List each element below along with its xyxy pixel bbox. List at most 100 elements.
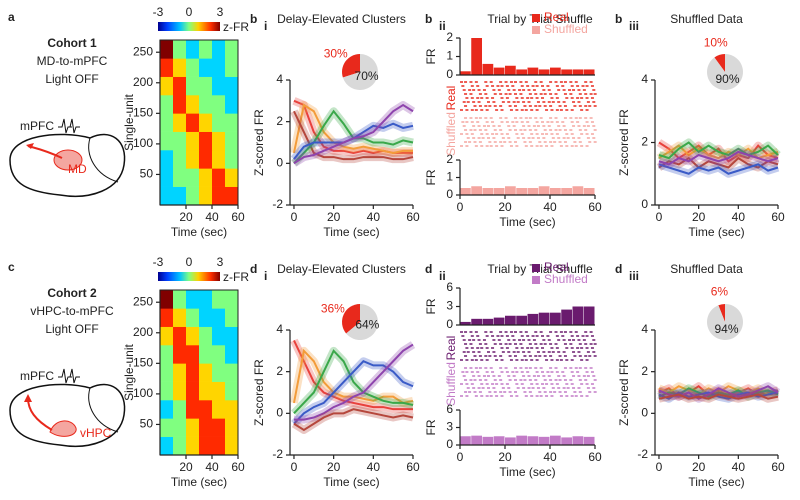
heat-cell: [212, 381, 226, 401]
electrode: [58, 118, 80, 134]
raster-label: Real: [444, 86, 458, 111]
y-axis-label: Z-scored FR: [617, 359, 631, 426]
chart-title: Delay-Elevated Clusters: [277, 12, 406, 26]
x-tick-label: 60: [588, 450, 602, 464]
pie-slice: [342, 54, 360, 78]
line: [658, 156, 779, 169]
heat-cell: [199, 131, 213, 151]
electrode: [58, 368, 80, 384]
y-tick-label: 250: [133, 294, 153, 308]
heat-cell: [186, 436, 200, 456]
x-tick-label: 20: [692, 210, 706, 224]
panel-letter: b: [615, 12, 622, 26]
hist-bar: [527, 313, 539, 325]
hist-bar: [516, 435, 527, 445]
x-tick-label: 60: [771, 460, 785, 474]
heat-cell: [173, 400, 187, 419]
x-tick-label: 0: [291, 210, 298, 224]
panel-letter: d: [425, 262, 432, 276]
heat-cell: [212, 40, 226, 59]
y-axis-label: FR: [424, 48, 438, 64]
line: [293, 339, 413, 411]
line: [293, 110, 414, 161]
heat-cell: [186, 418, 200, 437]
x-tick-label: 60: [771, 210, 785, 224]
heat-cell: [160, 290, 174, 309]
hist-bar: [527, 436, 539, 445]
hist-bar: [538, 69, 550, 75]
heat-cell: [212, 76, 226, 96]
chart-title: Shuffled Data: [670, 12, 743, 26]
line: [658, 391, 779, 400]
hist-bar: [482, 436, 494, 445]
heat-cell: [160, 400, 174, 419]
y-tick-label: 6: [446, 402, 453, 416]
x-tick-label: 40: [732, 210, 746, 224]
x-tick-label: 60: [406, 210, 420, 224]
x-tick-label: 60: [406, 460, 420, 474]
x-tick-label: 0: [457, 200, 464, 214]
y-tick-label: 200: [133, 325, 153, 339]
hist-bar: [527, 188, 539, 195]
hist-bar: [572, 306, 584, 325]
panel-letter: b: [250, 12, 257, 26]
panel-letter: d: [615, 262, 622, 276]
x-tick-label: 0: [291, 460, 298, 474]
y-tick-label: 50: [140, 417, 154, 431]
heat-cell: [186, 363, 200, 382]
y-tick-label: 0: [446, 187, 453, 201]
y-tick-label: 150: [133, 106, 153, 120]
y-axis-label: Single-unit: [122, 93, 136, 150]
heat-cell: [173, 308, 187, 327]
legend-label: Real: [544, 10, 569, 24]
x-tick-label: 20: [498, 450, 512, 464]
heat-cell: [225, 40, 239, 59]
heat-cell: [173, 40, 187, 59]
heat-cell: [199, 95, 213, 114]
x-axis-label: Time (sec): [499, 215, 555, 229]
hist-bar: [538, 436, 550, 445]
heat-cell: [212, 400, 226, 419]
heat-cell: [212, 418, 226, 437]
line: [293, 360, 414, 425]
heat-cell: [173, 418, 187, 437]
pie-label: 30%: [324, 47, 348, 61]
heat-cell: [199, 168, 213, 187]
target-label: MD: [68, 162, 87, 176]
chart-title: Delay-Elevated Clusters: [277, 262, 406, 276]
y-tick-label: 3: [446, 299, 453, 313]
heat-cell: [212, 326, 226, 346]
heat-cell: [225, 363, 239, 382]
y-tick-label: 50: [140, 167, 154, 181]
y-tick-label: 0: [641, 197, 648, 211]
heat-cell: [186, 290, 200, 309]
chart-title: Trial by Trial Shuffle: [487, 12, 593, 26]
brain-line: [88, 387, 119, 433]
y-tick-label: 1: [446, 170, 453, 184]
heat-cell: [212, 95, 226, 114]
colorbar-label: z-FR: [223, 270, 249, 284]
heat-cell: [160, 436, 174, 456]
heat-cell: [225, 131, 239, 151]
heat-cell: [186, 381, 200, 401]
line: [658, 393, 779, 400]
heat-cell: [225, 436, 239, 456]
hist-bar: [583, 306, 595, 325]
y-tick-label: 0: [446, 437, 453, 451]
heat-cell: [173, 76, 187, 96]
y-axis-label: FR: [424, 298, 438, 314]
panel-letter: a: [8, 10, 15, 24]
panel-letter: d: [250, 262, 257, 276]
condition: Light OFF: [45, 322, 98, 336]
line: [658, 385, 779, 400]
x-tick-label: 20: [327, 460, 341, 474]
pie-label: 94%: [715, 322, 739, 336]
x-tick-label: 60: [588, 200, 602, 214]
y-tick-label: 4: [641, 72, 648, 86]
legend-swatch: [532, 264, 540, 272]
y-tick-label: 3: [446, 420, 453, 434]
heat-cell: [212, 363, 226, 382]
hist-bar: [561, 69, 572, 75]
hist-bar: [561, 437, 572, 445]
heat-cell: [186, 113, 200, 132]
